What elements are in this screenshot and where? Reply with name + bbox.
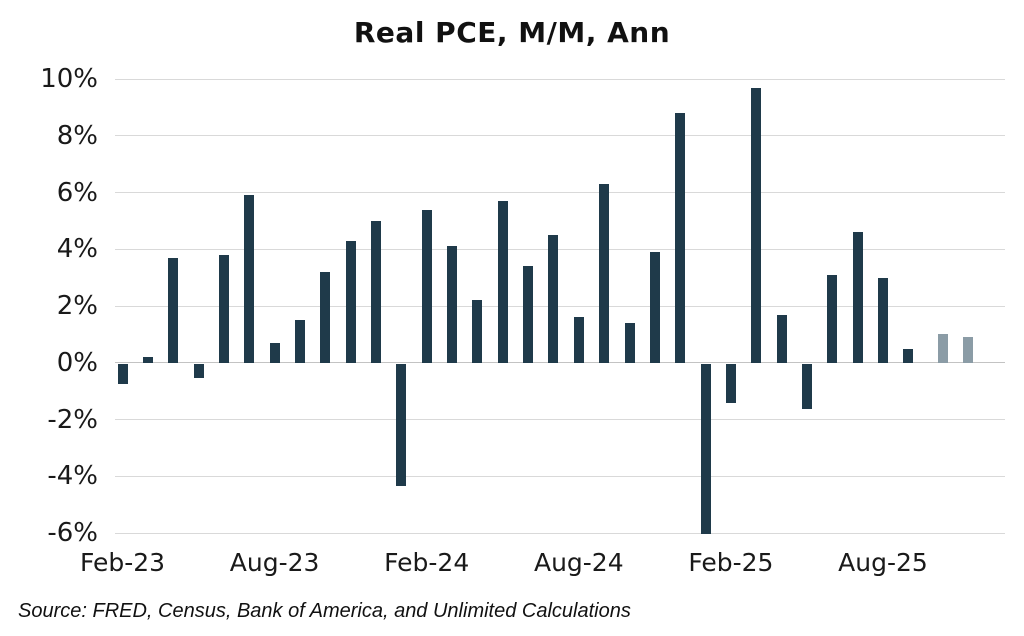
x-axis-label: Feb-24 [384, 548, 470, 577]
y-axis-label: 0% [56, 347, 98, 378]
bar [725, 363, 736, 404]
bar [244, 195, 255, 363]
bar [472, 300, 483, 363]
bar [700, 363, 711, 534]
bar [218, 254, 229, 363]
bar [421, 209, 432, 363]
bar-estimate [963, 337, 974, 363]
bar [142, 357, 153, 363]
bar [523, 266, 534, 363]
chart-title: Real PCE, M/M, Ann [353, 16, 671, 49]
bar [599, 183, 610, 363]
gridline [115, 248, 1005, 250]
bar [117, 363, 128, 384]
gridline [115, 475, 1005, 477]
y-axis-label: 4% [56, 234, 98, 265]
bar [497, 201, 508, 363]
bar [345, 240, 356, 363]
source-note: Source: FRED, Census, Bank of America, a… [18, 600, 631, 622]
bar [573, 317, 584, 363]
bar [294, 320, 305, 363]
y-axis-label: -6% [47, 518, 98, 548]
bar [649, 252, 660, 363]
y-axis-label: 10% [40, 64, 98, 94]
bar [776, 314, 787, 363]
zero-gridline [115, 362, 1005, 364]
plot-area [115, 78, 1005, 534]
bar [320, 271, 331, 363]
bar [751, 87, 762, 363]
x-axis-label: Aug-25 [838, 548, 928, 577]
gridline [115, 135, 1005, 137]
gridline [115, 305, 1005, 307]
bar [371, 220, 381, 363]
gridline [115, 192, 1005, 193]
gridline [115, 78, 1005, 80]
y-axis-label: 6% [56, 177, 98, 208]
y-axis-label: -4% [47, 461, 98, 492]
bar [878, 277, 888, 363]
bar-estimate [937, 334, 948, 363]
bar [852, 232, 863, 363]
bar [193, 363, 204, 378]
bar [903, 348, 914, 363]
bar [447, 246, 458, 363]
x-axis-label: Feb-23 [79, 548, 166, 577]
bar [675, 113, 686, 363]
bar [396, 363, 407, 486]
bar [269, 342, 280, 363]
bar [624, 323, 635, 363]
bar [548, 235, 559, 363]
gridline [115, 532, 1005, 534]
x-axis-label: Aug-24 [533, 548, 624, 577]
bar [827, 274, 838, 363]
bar [168, 257, 179, 363]
y-axis-label: -2% [47, 404, 98, 435]
y-axis-label: 2% [56, 291, 98, 321]
x-axis-label: Aug-23 [229, 548, 320, 577]
x-axis-label: Feb-25 [688, 548, 774, 577]
gridline [115, 419, 1005, 420]
bar [801, 363, 812, 410]
y-axis-label: 8% [56, 120, 98, 151]
